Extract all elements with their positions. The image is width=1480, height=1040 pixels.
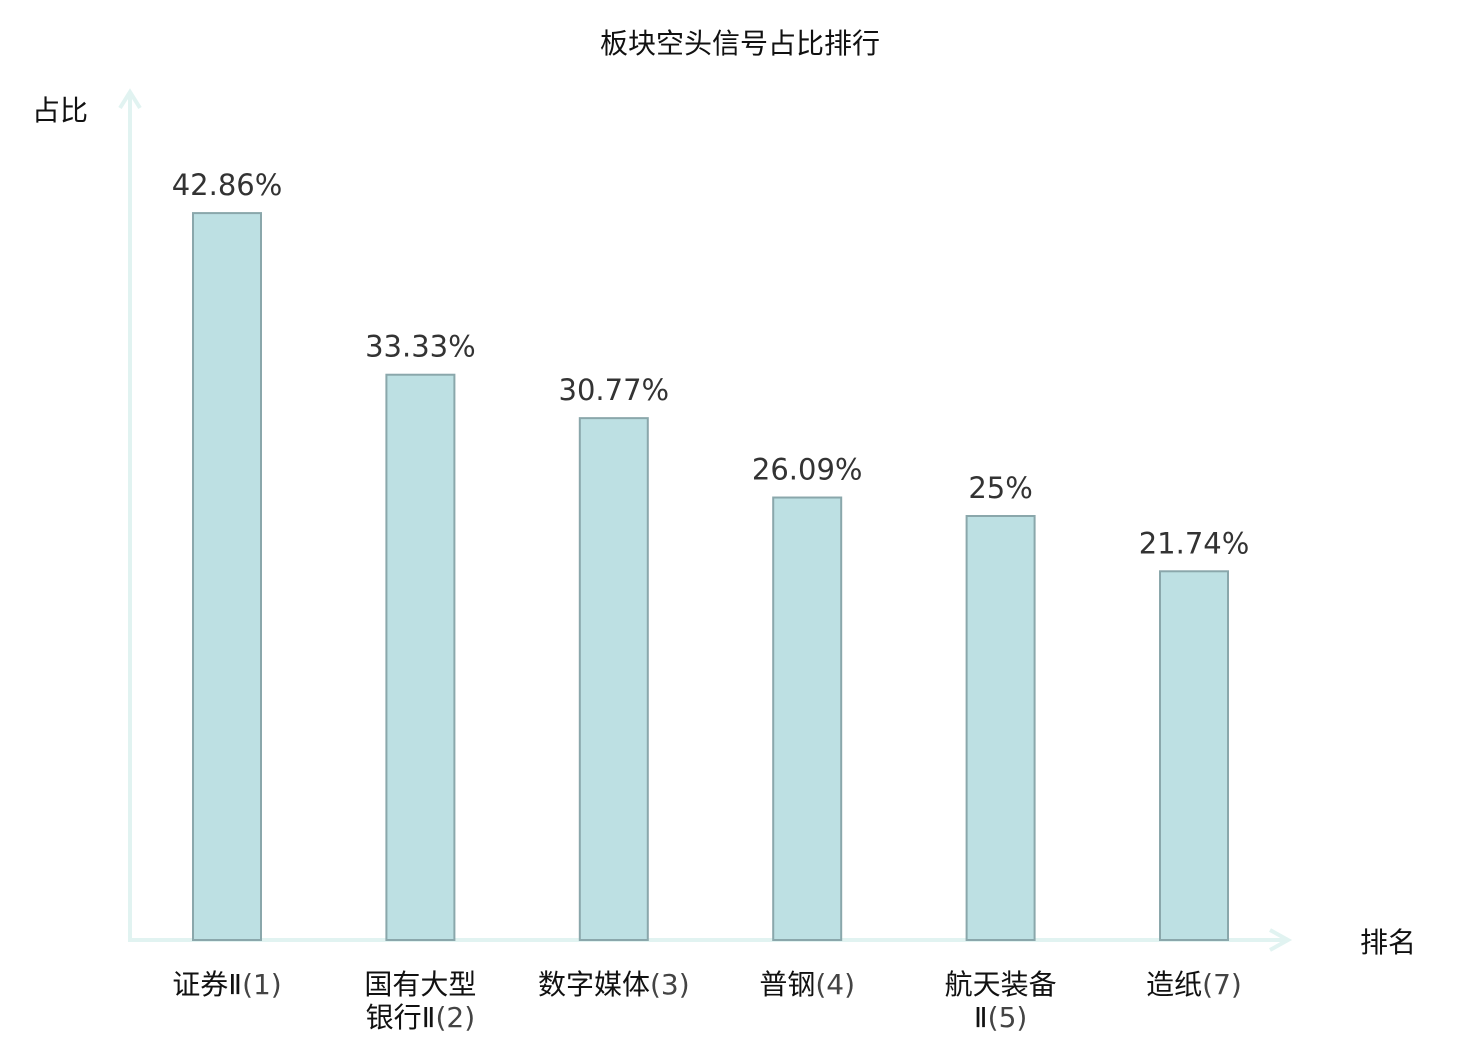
value-label-6: 21.74% bbox=[1139, 526, 1250, 560]
value-label-3: 30.77% bbox=[559, 373, 670, 407]
bar-6 bbox=[1159, 570, 1229, 941]
category-rank: (1) bbox=[242, 968, 282, 1001]
category-label-5: 航天装备 Ⅱ(5) bbox=[945, 968, 1057, 1034]
bar-2 bbox=[385, 373, 456, 941]
category-label-3: 数字媒体(3) bbox=[538, 968, 690, 1001]
bar-1 bbox=[192, 212, 262, 941]
value-labels-group: 42.86% 33.33% 30.77% 26.09% 25% 21.74% bbox=[172, 168, 1250, 560]
category-label-line: 银行Ⅱ(2) bbox=[366, 1001, 475, 1034]
x-axis-label: 排名 bbox=[1360, 926, 1416, 959]
category-name: 证券Ⅱ bbox=[172, 968, 242, 1001]
category-name: 国有大型 bbox=[364, 968, 476, 1001]
category-label-6: 造纸(7) bbox=[1146, 968, 1242, 1001]
x-axis bbox=[128, 928, 1293, 952]
category-name: 数字媒体 bbox=[538, 968, 650, 1001]
category-label-line: 证券Ⅱ(1) bbox=[172, 968, 281, 1001]
category-label-line: 普钢(4) bbox=[759, 968, 855, 1001]
category-label-line: 航天装备 bbox=[945, 968, 1057, 1001]
category-label-line: 数字媒体(3) bbox=[538, 968, 690, 1001]
value-label-1: 42.86% bbox=[172, 168, 283, 202]
category-label-4: 普钢(4) bbox=[759, 968, 855, 1001]
y-axis-label: 占比 bbox=[32, 94, 88, 127]
bar-5 bbox=[965, 515, 1036, 941]
category-rank: (4) bbox=[815, 968, 855, 1001]
category-label-line: Ⅱ(5) bbox=[974, 1001, 1027, 1034]
y-axis bbox=[118, 88, 142, 940]
category-labels-group: 证券Ⅱ(1) 国有大型银行Ⅱ(2) 数字媒体(3) 普钢(4) 航天装备 Ⅱ(5) 造纸(7… bbox=[172, 968, 1242, 1034]
category-label-2: 国有大型银行Ⅱ(2) bbox=[364, 968, 476, 1034]
category-label-line: 国有大型 bbox=[364, 968, 476, 1001]
category-label-line: 造纸(7) bbox=[1146, 968, 1242, 1001]
category-rank: (5) bbox=[988, 1001, 1028, 1034]
category-rank: (7) bbox=[1202, 968, 1242, 1001]
category-name: Ⅱ bbox=[974, 1001, 988, 1034]
category-name: 普钢 bbox=[759, 968, 815, 1001]
x-axis-arrow bbox=[1269, 928, 1293, 952]
value-label-4: 26.09% bbox=[752, 453, 863, 487]
bar-4 bbox=[772, 496, 843, 941]
category-name: 银行Ⅱ bbox=[366, 1001, 436, 1034]
category-rank: (2) bbox=[435, 1001, 475, 1034]
y-axis-arrow bbox=[118, 88, 142, 110]
category-name: 航天装备 bbox=[945, 968, 1057, 1001]
bars-group bbox=[192, 212, 1229, 941]
chart-title: 板块空头信号占比排行 bbox=[600, 27, 880, 60]
category-rank: (3) bbox=[650, 968, 690, 1001]
value-label-5: 25% bbox=[968, 471, 1032, 505]
value-label-2: 33.33% bbox=[365, 330, 476, 364]
category-label-1: 证券Ⅱ(1) bbox=[172, 968, 281, 1001]
bar-3 bbox=[578, 417, 649, 941]
category-name: 造纸 bbox=[1146, 968, 1202, 1001]
